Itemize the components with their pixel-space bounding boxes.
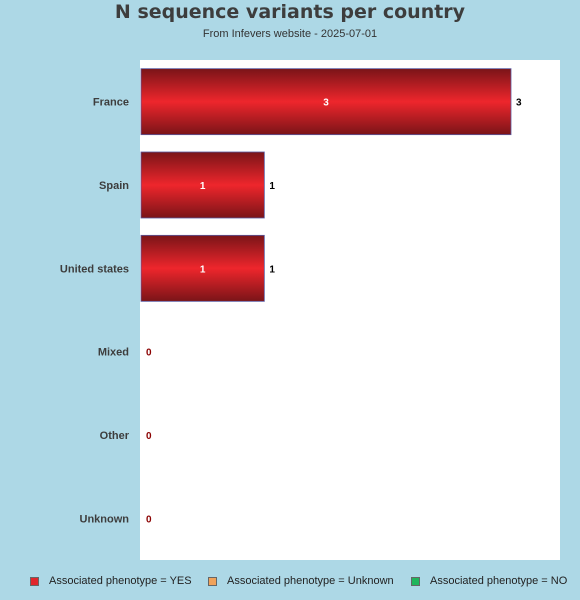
category-label: France	[93, 97, 129, 109]
legend-label: Associated phenotype = NO	[430, 575, 568, 587]
bar-value-label: 0	[146, 514, 152, 525]
category-label: Mixed	[98, 347, 129, 359]
bar-value-label: 1	[269, 181, 275, 192]
legend-item: Associated phenotype = Unknown	[208, 575, 394, 587]
category-label: Spain	[99, 180, 129, 192]
bar-inner-label: 1	[200, 264, 206, 275]
legend-item: Associated phenotype = NO	[411, 575, 567, 587]
bar-value-label: 0	[146, 348, 152, 359]
bar-inner-label: 3	[323, 98, 329, 109]
bar	[140, 234, 265, 302]
category-label: Other	[100, 430, 130, 442]
bar-value-label: 1	[269, 264, 275, 275]
legend-swatch	[411, 576, 420, 586]
legend-label: Associated phenotype = YES	[49, 575, 192, 587]
bar-value-label: 0	[146, 431, 152, 442]
legend-item: Associated phenotype = YES	[30, 575, 192, 587]
category-label: Unknown	[80, 513, 130, 525]
chart-title: N sequence variants per country	[114, 1, 466, 23]
legend-swatch	[30, 576, 39, 586]
category-label: United states	[60, 263, 129, 275]
chart-subtitle: From Infevers website - 2025-07-01	[202, 28, 378, 40]
chart-legend: Associated phenotype = YES Associated phe…	[0, 575, 580, 591]
bar-value-label: 3	[516, 98, 522, 109]
legend-swatch	[208, 576, 217, 586]
bar	[140, 68, 512, 136]
legend-label: Associated phenotype = Unknown	[227, 575, 394, 587]
plot-area	[140, 60, 560, 560]
bar-inner-label: 1	[200, 181, 206, 192]
bar	[140, 151, 265, 219]
bar-chart: France 3 3 Spain 1 1 United states 1 1 Mixed 0 Othe…	[60, 60, 560, 560]
